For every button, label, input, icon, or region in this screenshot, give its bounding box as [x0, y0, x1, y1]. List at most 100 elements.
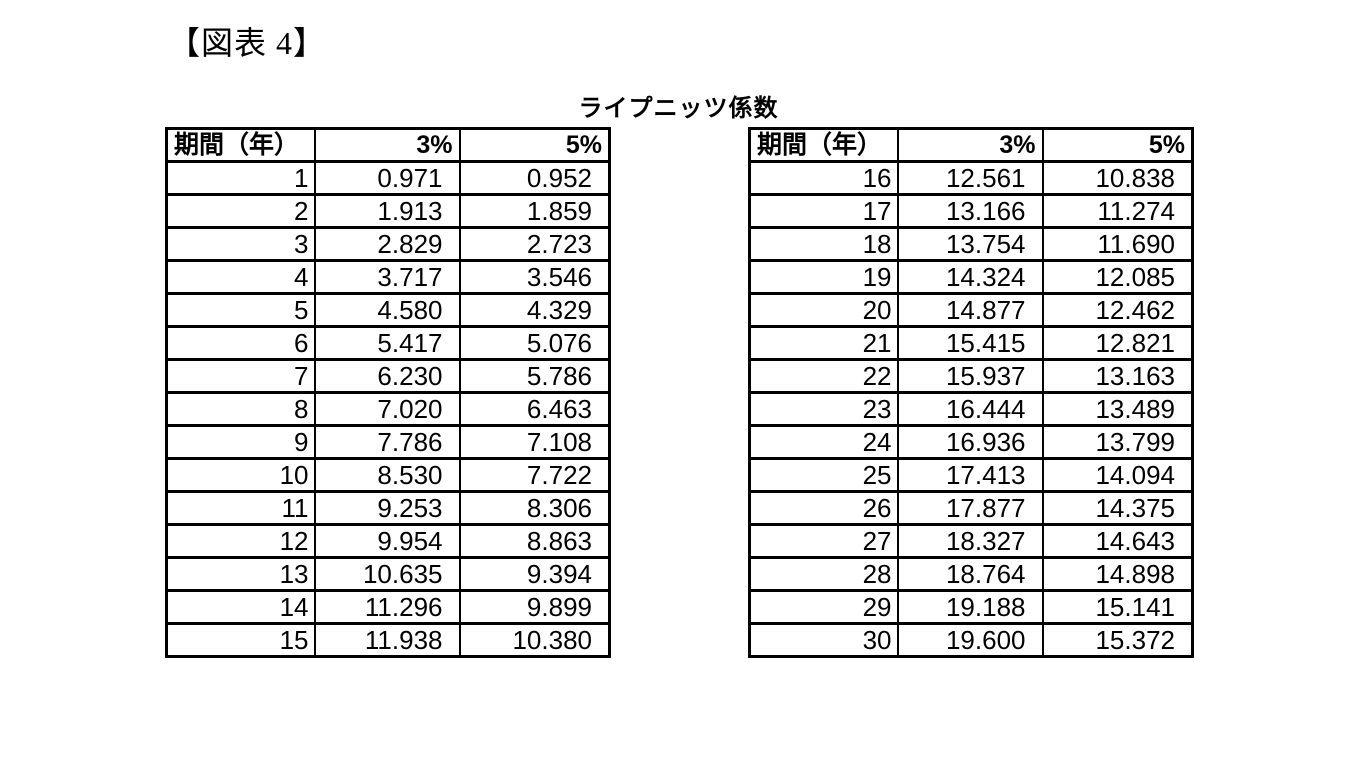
year-cell: 24: [748, 424, 899, 460]
table-row: 28 18.764 14.898: [748, 556, 1194, 592]
coefficient-cell: 15.415: [896, 325, 1044, 361]
coefficient-cell: 15.372: [1041, 622, 1194, 658]
header-period: 期間（年）: [165, 127, 316, 163]
coefficient-cell: 16.444: [896, 391, 1044, 427]
table-row: 23 16.444 13.489: [748, 391, 1194, 427]
coefficient-cell: 15.937: [896, 358, 1044, 394]
header-row: 期間（年） 3% 5%: [748, 127, 1194, 163]
header-rate-5pct: 5%: [1041, 127, 1194, 163]
coefficient-cell: 4.580: [313, 292, 461, 328]
year-cell: 14: [165, 589, 316, 625]
year-cell: 19: [748, 259, 899, 295]
coefficient-cell: 1.859: [458, 193, 611, 229]
table-row: 25 17.413 14.094: [748, 457, 1194, 493]
year-cell: 11: [165, 490, 316, 526]
coefficient-cell: 5.786: [458, 358, 611, 394]
coefficient-cell: 7.786: [313, 424, 461, 460]
coefficient-cell: 8.863: [458, 523, 611, 559]
coefficient-cell: 9.394: [458, 556, 611, 592]
leibniz-table-years-1-15: 期間（年） 3% 5% 1 0.971 0.952 2 1.913 1.859 3 2.829…: [165, 127, 611, 658]
year-cell: 21: [748, 325, 899, 361]
coefficient-cell: 12.462: [1041, 292, 1194, 328]
year-cell: 7: [165, 358, 316, 394]
table-row: 14 11.296 9.899: [165, 589, 611, 625]
coefficient-cell: 4.329: [458, 292, 611, 328]
coefficient-cell: 1.913: [313, 193, 461, 229]
year-cell: 18: [748, 226, 899, 262]
coefficient-cell: 14.643: [1041, 523, 1194, 559]
coefficient-cell: 10.380: [458, 622, 611, 658]
coefficient-cell: 17.877: [896, 490, 1044, 526]
year-cell: 23: [748, 391, 899, 427]
year-cell: 27: [748, 523, 899, 559]
leibniz-table-years-16-30: 期間（年） 3% 5% 16 12.561 10.838 17 13.166 11.274…: [748, 127, 1194, 658]
coefficient-cell: 14.324: [896, 259, 1044, 295]
coefficient-cell: 5.076: [458, 325, 611, 361]
coefficient-cell: 14.094: [1041, 457, 1194, 493]
year-cell: 13: [165, 556, 316, 592]
year-cell: 1: [165, 160, 316, 196]
table-row: 3 2.829 2.723: [165, 226, 611, 262]
year-cell: 26: [748, 490, 899, 526]
table-row: 21 15.415 12.821: [748, 325, 1194, 361]
year-cell: 9: [165, 424, 316, 460]
coefficient-cell: 3.717: [313, 259, 461, 295]
coefficient-cell: 14.375: [1041, 490, 1194, 526]
coefficient-cell: 11.938: [313, 622, 461, 658]
table-row: 2 1.913 1.859: [165, 193, 611, 229]
table-row: 6 5.417 5.076: [165, 325, 611, 361]
coefficient-cell: 0.971: [313, 160, 461, 196]
coefficient-cell: 16.936: [896, 424, 1044, 460]
year-cell: 29: [748, 589, 899, 625]
header-rate-3pct: 3%: [896, 127, 1044, 163]
year-cell: 15: [165, 622, 316, 658]
coefficient-cell: 6.230: [313, 358, 461, 394]
coefficient-cell: 5.417: [313, 325, 461, 361]
coefficient-cell: 13.489: [1041, 391, 1194, 427]
table-row: 12 9.954 8.863: [165, 523, 611, 559]
table-row: 1 0.971 0.952: [165, 160, 611, 196]
header-period: 期間（年）: [748, 127, 899, 163]
header-row: 期間（年） 3% 5%: [165, 127, 611, 163]
coefficient-cell: 18.327: [896, 523, 1044, 559]
coefficient-cell: 14.877: [896, 292, 1044, 328]
year-cell: 16: [748, 160, 899, 196]
coefficient-cell: 6.463: [458, 391, 611, 427]
table-row: 27 18.327 14.643: [748, 523, 1194, 559]
coefficient-cell: 17.413: [896, 457, 1044, 493]
year-cell: 2: [165, 193, 316, 229]
year-cell: 28: [748, 556, 899, 592]
figure-label: 【図表 4】: [168, 25, 327, 61]
coefficient-cell: 13.799: [1041, 424, 1194, 460]
coefficient-cell: 9.253: [313, 490, 461, 526]
coefficient-cell: 14.898: [1041, 556, 1194, 592]
coefficient-cell: 8.530: [313, 457, 461, 493]
year-cell: 4: [165, 259, 316, 295]
coefficient-cell: 8.306: [458, 490, 611, 526]
year-cell: 8: [165, 391, 316, 427]
coefficient-cell: 19.600: [896, 622, 1044, 658]
coefficient-cell: 12.561: [896, 160, 1044, 196]
coefficient-cell: 19.188: [896, 589, 1044, 625]
year-cell: 12: [165, 523, 316, 559]
coefficient-cell: 2.723: [458, 226, 611, 262]
coefficient-cell: 10.838: [1041, 160, 1194, 196]
coefficient-cell: 13.163: [1041, 358, 1194, 394]
table-row: 11 9.253 8.306: [165, 490, 611, 526]
year-cell: 25: [748, 457, 899, 493]
table-row: 17 13.166 11.274: [748, 193, 1194, 229]
coefficient-cell: 18.764: [896, 556, 1044, 592]
table-row: 7 6.230 5.786: [165, 358, 611, 394]
table-row: 13 10.635 9.394: [165, 556, 611, 592]
coefficient-cell: 7.020: [313, 391, 461, 427]
coefficient-cell: 12.085: [1041, 259, 1194, 295]
year-cell: 3: [165, 226, 316, 262]
table-row: 24 16.936 13.799: [748, 424, 1194, 460]
year-cell: 10: [165, 457, 316, 493]
table-row: 29 19.188 15.141: [748, 589, 1194, 625]
year-cell: 17: [748, 193, 899, 229]
table-row: 5 4.580 4.329: [165, 292, 611, 328]
header-rate-5pct: 5%: [458, 127, 611, 163]
coefficient-cell: 0.952: [458, 160, 611, 196]
